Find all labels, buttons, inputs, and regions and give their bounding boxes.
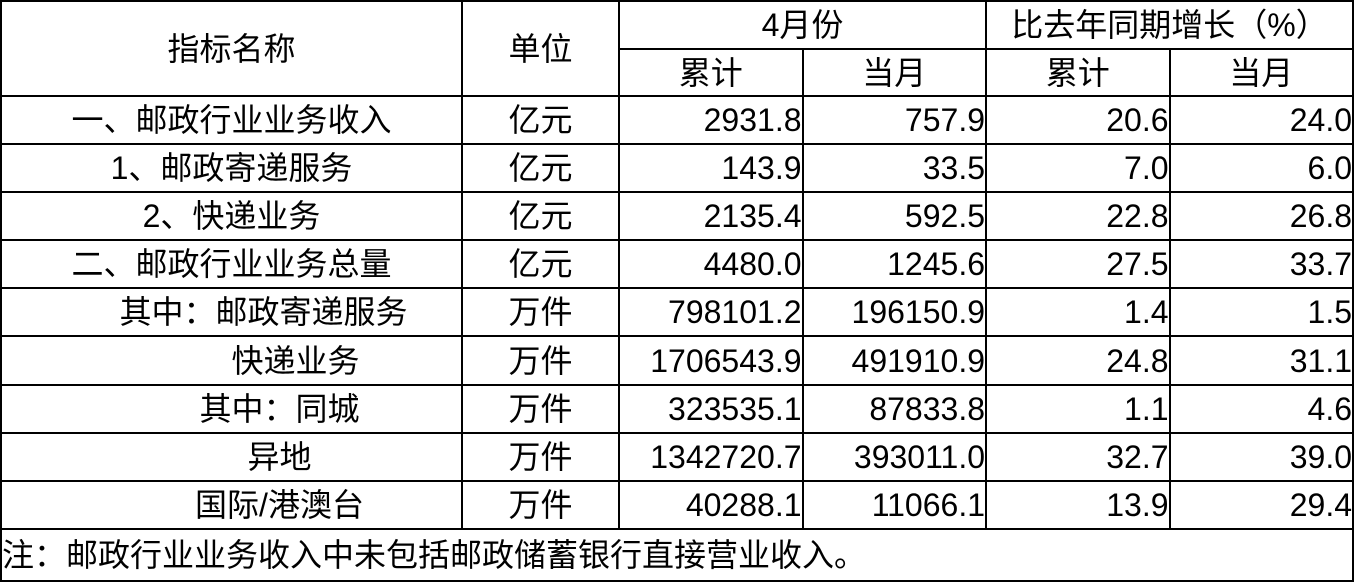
growth-month-cell: 6.0: [1168, 143, 1354, 194]
table-row: 一、邮政行业业务收入 亿元 2931.8 757.9 20.6 24.0: [0, 94, 1354, 146]
april-cumulative-cell: 2135.4: [618, 191, 804, 242]
growth-month-cell: 31.1: [1168, 335, 1354, 386]
growth-cumulative-cell: 27.5: [985, 239, 1171, 290]
april-month-cell: 592.5: [801, 191, 987, 242]
table-row: 1、邮政寄递服务 亿元 143.9 33.5 7.0 6.0: [0, 143, 1354, 194]
indicator-name-cell: 2、快递业务: [0, 191, 463, 242]
growth-cumulative-cell: 24.8: [985, 335, 1171, 386]
unit-cell: 亿元: [461, 143, 620, 194]
april-cumulative-cell: 1706543.9: [618, 335, 804, 386]
unit-cell: 万件: [461, 479, 620, 530]
april-cumulative-cell: 143.9: [618, 143, 804, 194]
table-body: 一、邮政行业业务收入 亿元 2931.8 757.9 20.6 24.0 1、邮…: [0, 94, 1354, 582]
april-cumulative-cell: 4480.0: [618, 239, 804, 290]
growth-month-cell: 4.6: [1168, 383, 1354, 434]
april-cumulative-cell: 2931.8: [618, 94, 804, 146]
growth-cumulative-cell: 1.4: [985, 287, 1171, 338]
april-month-cell: 757.9: [801, 94, 987, 146]
unit-cell: 亿元: [461, 191, 620, 242]
header-row-groups: 指标名称 单位 4月份 比去年同期增长（%）: [0, 0, 1354, 97]
table-row: 二、邮政行业业务总量 亿元 4480.0 1245.6 27.5 33.7: [0, 239, 1354, 290]
growth-cumulative-cell: 22.8: [985, 191, 1171, 242]
table-header: 指标名称 单位 4月份 比去年同期增长（%） 累计 当月 累计 当月: [0, 0, 1354, 97]
indicator-name-cell: 其中：同城: [0, 383, 463, 434]
unit-cell: 万件: [461, 383, 620, 434]
growth-cumulative-cell: 20.6: [985, 94, 1171, 146]
unit-cell: 万件: [461, 431, 620, 482]
indicator-name-cell: 异地: [0, 431, 463, 482]
header-indicator-name: 指标名称: [0, 0, 463, 97]
april-month-cell: 87833.8: [801, 383, 987, 434]
growth-cumulative-cell: 13.9: [985, 479, 1171, 530]
unit-cell: 亿元: [461, 239, 620, 290]
header-growth-month: 当月: [1168, 48, 1354, 97]
april-cumulative-cell: 1342720.7: [618, 431, 804, 482]
footnote-text: 注：邮政行业业务收入中未包括邮政储蓄银行直接营业收入。: [0, 527, 1354, 582]
april-month-cell: 196150.9: [801, 287, 987, 338]
header-april-cumulative: 累计: [618, 48, 804, 97]
growth-month-cell: 26.8: [1168, 191, 1354, 242]
growth-cumulative-cell: 1.1: [985, 383, 1171, 434]
growth-month-cell: 33.7: [1168, 239, 1354, 290]
table-row: 其中：同城 万件 323535.1 87833.8 1.1 4.6: [0, 383, 1354, 434]
indicator-name-cell: 国际/港澳台: [0, 479, 463, 530]
table-row: 2、快递业务 亿元 2135.4 592.5 22.8 26.8: [0, 191, 1354, 242]
april-month-cell: 11066.1: [801, 479, 987, 530]
april-cumulative-cell: 798101.2: [618, 287, 804, 338]
unit-cell: 万件: [461, 335, 620, 386]
indicator-name-cell: 快递业务: [0, 335, 463, 386]
indicator-name-cell: 1、邮政寄递服务: [0, 143, 463, 194]
april-cumulative-cell: 323535.1: [618, 383, 804, 434]
april-cumulative-cell: 40288.1: [618, 479, 804, 530]
footnote-row: 注：邮政行业业务收入中未包括邮政储蓄银行直接营业收入。: [0, 527, 1354, 582]
april-month-cell: 1245.6: [801, 239, 987, 290]
table-row: 其中：邮政寄递服务 万件 798101.2 196150.9 1.4 1.5: [0, 287, 1354, 338]
growth-month-cell: 1.5: [1168, 287, 1354, 338]
april-month-cell: 393011.0: [801, 431, 987, 482]
table-row: 快递业务 万件 1706543.9 491910.9 24.8 31.1: [0, 335, 1354, 386]
growth-cumulative-cell: 32.7: [985, 431, 1171, 482]
growth-cumulative-cell: 7.0: [985, 143, 1171, 194]
header-row-subcolumns: 累计 当月 累计 当月: [1, 48, 1354, 97]
indicator-name-cell: 二、邮政行业业务总量: [0, 239, 463, 290]
header-growth-cumulative: 累计: [985, 48, 1171, 97]
table-row: 异地 万件 1342720.7 393011.0 32.7 39.0: [0, 431, 1354, 482]
april-month-cell: 491910.9: [801, 335, 987, 386]
header-group-growth: 比去年同期增长（%）: [985, 0, 1354, 50]
april-month-cell: 33.5: [801, 143, 987, 194]
header-unit: 单位: [461, 0, 620, 97]
table-row: 国际/港澳台 万件 40288.1 11066.1 13.9 29.4: [0, 479, 1354, 530]
growth-month-cell: 24.0: [1168, 94, 1354, 146]
growth-month-cell: 29.4: [1168, 479, 1354, 530]
header-april-month: 当月: [801, 48, 987, 97]
indicator-name-cell: 其中：邮政寄递服务: [0, 287, 463, 338]
unit-cell: 万件: [461, 287, 620, 338]
indicator-name-cell: 一、邮政行业业务收入: [0, 94, 463, 146]
growth-month-cell: 39.0: [1168, 431, 1354, 482]
unit-cell: 亿元: [461, 94, 620, 146]
header-group-april: 4月份: [618, 0, 987, 50]
